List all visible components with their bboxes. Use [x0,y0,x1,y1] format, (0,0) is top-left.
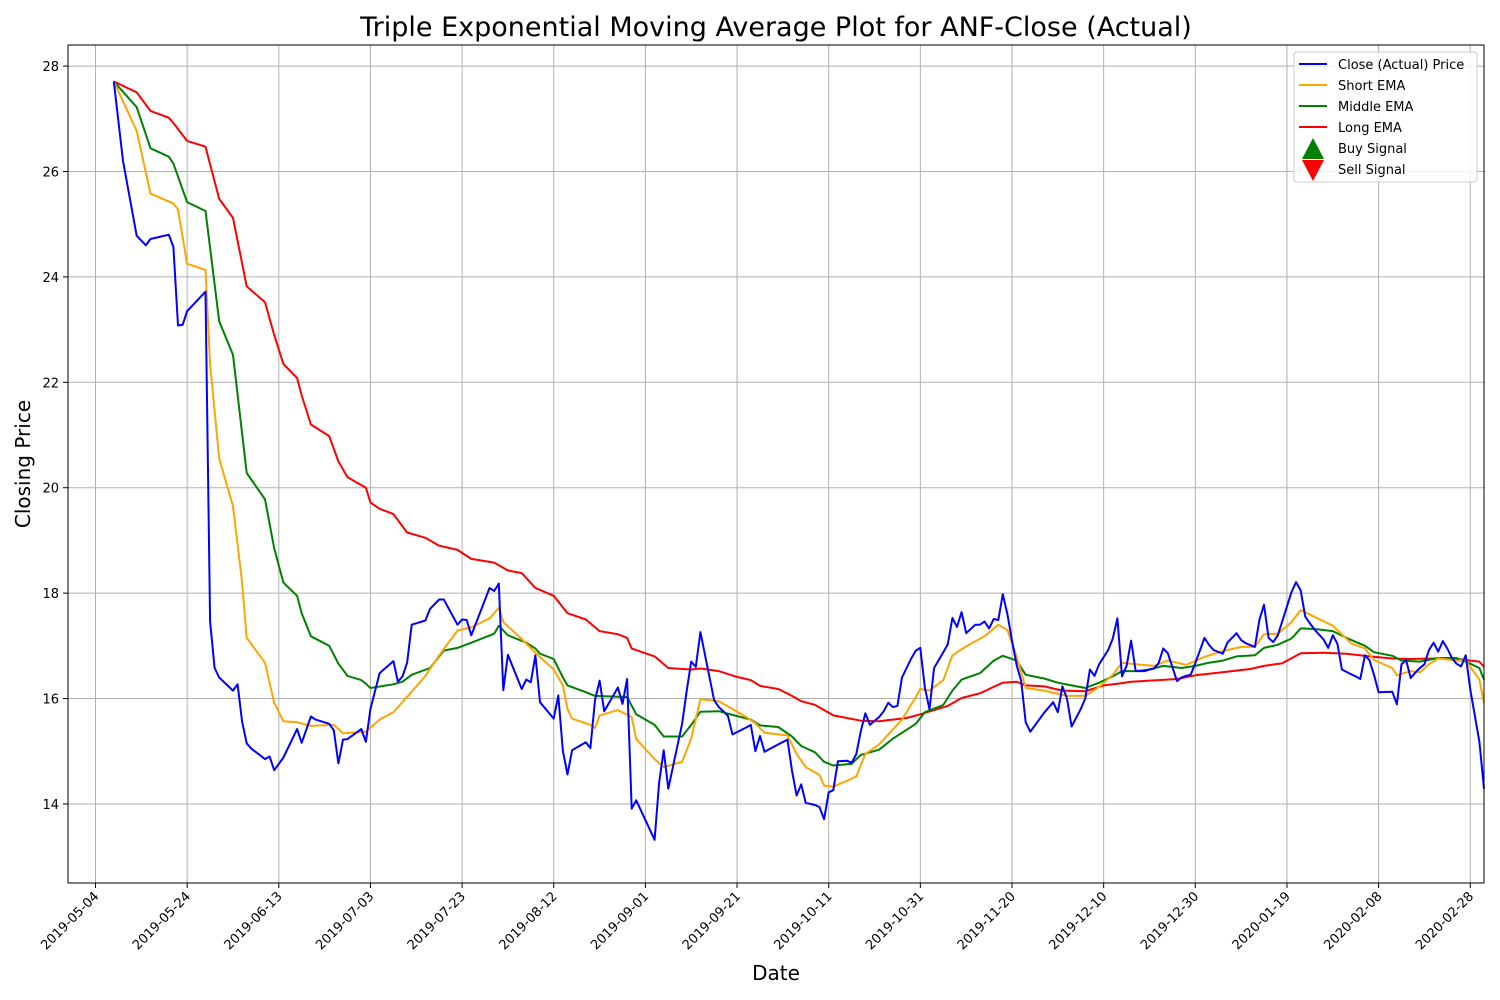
close-price-line [112,81,1485,841]
y-tick-label: 14 [42,798,59,813]
buy-signal-marker-icon [1302,138,1324,159]
x-axis-ticks: 2019-05-04 2019-05-24 2019-06-13 2019-07-03… [38,883,1477,953]
grid [68,45,1484,883]
y-tick-label: 24 [42,271,59,286]
x-tick-label: 2019-10-11 [771,889,835,953]
x-tick-label: 2019-06-13 [222,889,286,953]
x-tick-label: 2019-07-03 [313,889,377,953]
x-tick-label: 2019-07-23 [405,889,469,953]
x-tick-label: 2019-12-30 [1138,889,1202,953]
middle-ema-line [113,80,1485,767]
x-tick-label: 2019-12-10 [1046,889,1110,953]
y-tick-label: 22 [42,376,59,391]
x-tick-label: 2020-01-19 [1230,889,1294,953]
legend-label-middle-ema: Middle EMA [1338,100,1414,115]
short-ema-line [112,80,1485,788]
x-tick-label: 2019-09-01 [588,889,652,953]
legend-box [1293,51,1478,183]
x-tick-label: 2019-09-21 [680,889,744,953]
x-tick-label: 2019-10-31 [863,889,927,953]
y-axis-ticks: 14 16 18 20 22 24 26 28 [42,60,68,813]
y-axis-label: Closing Price [11,400,35,528]
sell-signal-marker-icon [1302,160,1324,181]
x-tick-label: 2019-05-24 [130,889,194,953]
x-tick-label: 2019-05-04 [38,889,102,953]
x-tick-label: 2020-02-28 [1413,889,1477,953]
plot-series [112,80,1485,841]
y-tick-label: 16 [42,693,59,708]
legend-label-buy-signal: Buy Signal [1338,142,1407,157]
y-tick-label: 26 [42,165,59,180]
x-axis-label: Date [752,961,800,985]
legend-label-short-ema: Short EMA [1338,79,1405,94]
x-tick-label: 2020-02-08 [1321,889,1385,953]
legend-label-sell-signal: Sell Signal [1338,163,1406,178]
x-tick-label: 2019-08-12 [497,889,561,953]
legend-label-close: Close (Actual) Price [1338,58,1464,73]
chart-title: Triple Exponential Moving Average Plot f… [359,12,1192,43]
long-ema-line [113,80,1485,723]
legend: Close (Actual) Price Short EMA Middle EM… [1293,51,1478,183]
plot-frame [67,44,1485,884]
legend-label-long-ema: Long EMA [1338,121,1402,136]
y-tick-label: 28 [42,60,59,75]
y-tick-label: 20 [42,482,59,497]
x-tick-label: 2019-11-20 [955,889,1019,953]
y-tick-label: 18 [42,587,59,602]
